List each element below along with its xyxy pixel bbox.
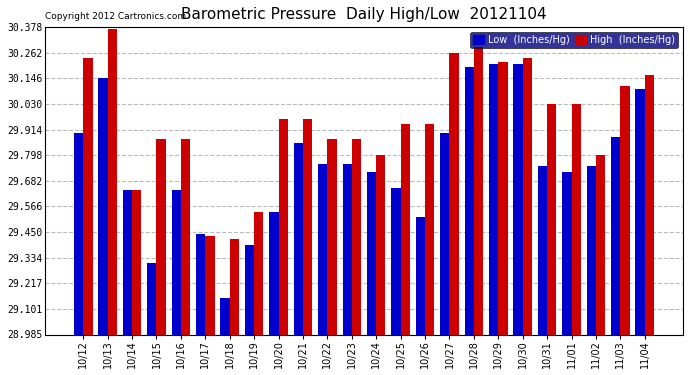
Bar — [489, 64, 498, 334]
Bar — [196, 234, 206, 334]
Bar — [108, 29, 117, 334]
Bar — [498, 62, 508, 334]
Bar — [147, 263, 157, 334]
Bar — [538, 166, 547, 334]
Bar — [221, 298, 230, 334]
Bar — [547, 104, 556, 334]
Bar — [172, 190, 181, 334]
Bar — [391, 188, 401, 334]
Bar — [562, 172, 571, 334]
Bar — [99, 78, 108, 334]
Bar — [416, 216, 425, 334]
Bar — [303, 120, 313, 334]
Bar — [352, 140, 361, 334]
Bar — [181, 140, 190, 334]
Bar — [440, 133, 449, 334]
Bar — [269, 212, 279, 334]
Bar — [157, 140, 166, 334]
Bar — [294, 142, 303, 334]
Bar — [596, 155, 605, 334]
Bar — [74, 133, 83, 334]
Bar — [611, 137, 620, 334]
Bar — [376, 155, 386, 334]
Bar — [279, 120, 288, 334]
Bar — [513, 64, 523, 334]
Bar — [318, 164, 327, 334]
Bar — [425, 124, 434, 334]
Bar — [635, 88, 644, 334]
Bar — [401, 124, 410, 334]
Bar — [230, 238, 239, 334]
Bar — [83, 58, 92, 334]
Bar — [449, 53, 459, 334]
Bar — [132, 190, 141, 334]
Bar — [367, 172, 376, 334]
Bar — [571, 104, 581, 334]
Bar — [620, 86, 630, 334]
Bar — [464, 66, 474, 335]
Text: Copyright 2012 Cartronics.com: Copyright 2012 Cartronics.com — [45, 12, 186, 21]
Bar — [206, 236, 215, 334]
Bar — [245, 245, 254, 334]
Legend: Low  (Inches/Hg), High  (Inches/Hg): Low (Inches/Hg), High (Inches/Hg) — [470, 32, 678, 48]
Bar — [342, 164, 352, 334]
Bar — [644, 75, 654, 334]
Bar — [254, 212, 264, 334]
Title: Barometric Pressure  Daily High/Low  20121104: Barometric Pressure Daily High/Low 20121… — [181, 7, 547, 22]
Bar — [523, 58, 532, 334]
Bar — [474, 46, 483, 334]
Bar — [327, 140, 337, 334]
Bar — [586, 166, 596, 334]
Bar — [123, 190, 132, 334]
